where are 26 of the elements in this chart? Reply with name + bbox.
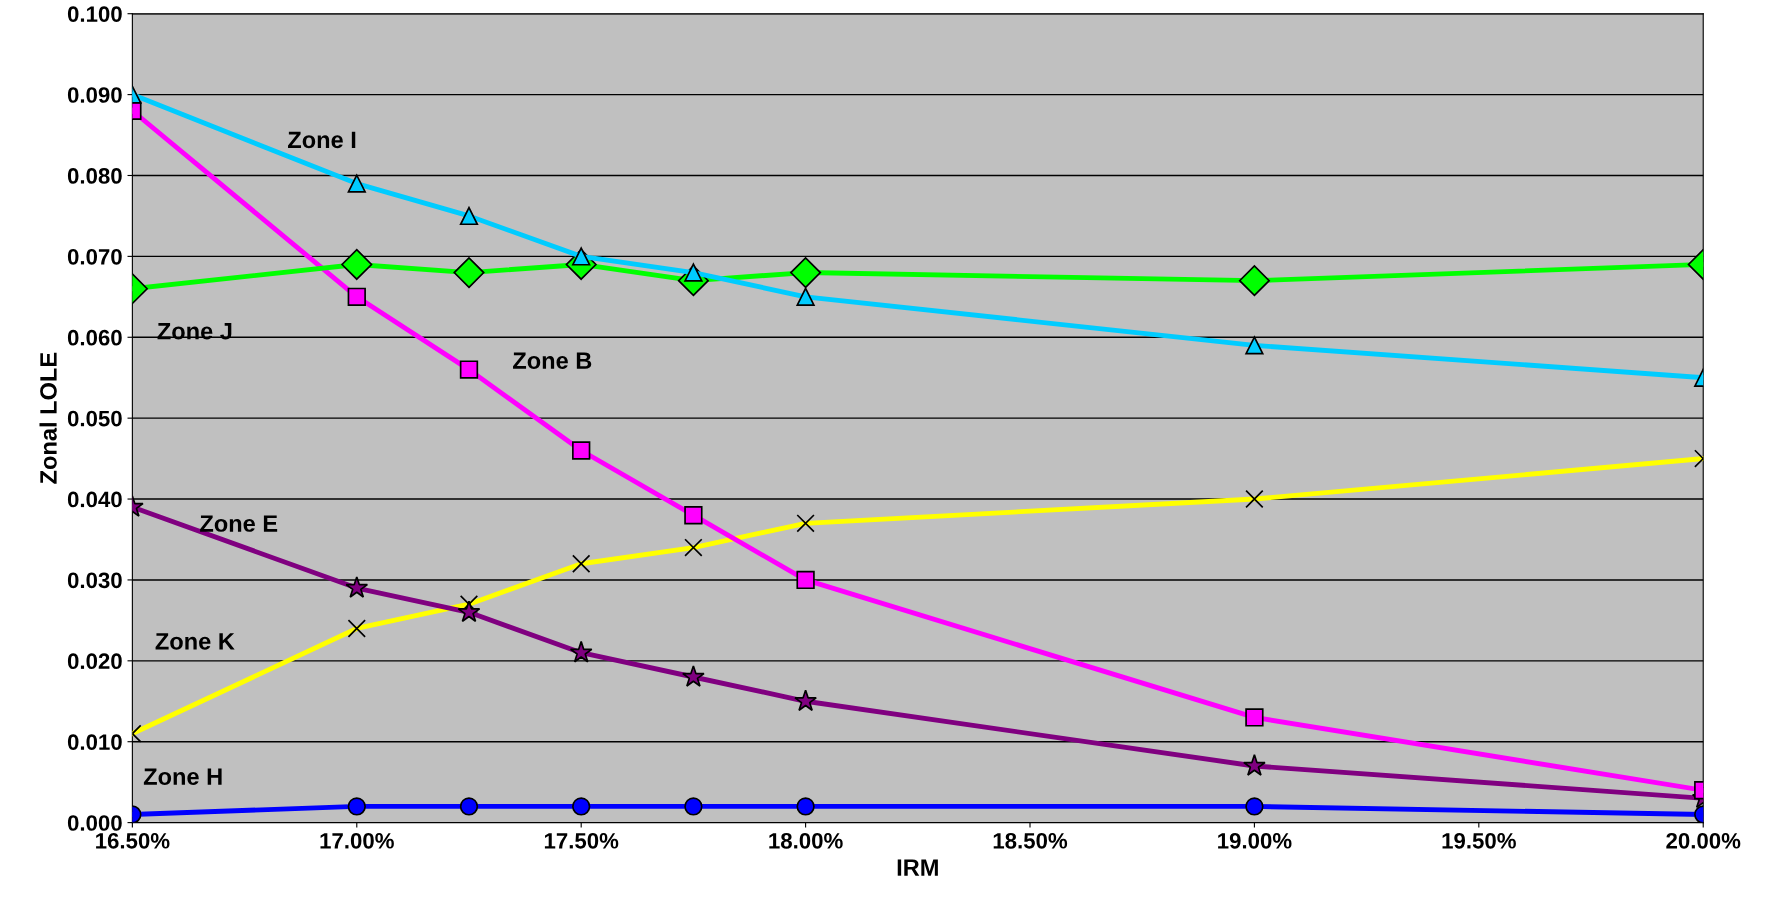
y-tick-label: 0.040 bbox=[67, 491, 122, 508]
series-label: Zone I bbox=[288, 131, 356, 149]
y-tick-label: 0.090 bbox=[67, 87, 122, 103]
series-label: Zone H bbox=[143, 768, 222, 785]
x-axis-title: IRM bbox=[897, 859, 938, 876]
x-tick-label: 18.00% bbox=[769, 832, 843, 849]
y-axis-title: Zonal LOLE bbox=[39, 352, 57, 484]
y-tick-label: 0.030 bbox=[67, 572, 122, 589]
x-tick-label: 16.50% bbox=[96, 832, 170, 849]
series-label: Zone B bbox=[513, 352, 592, 370]
y-tick-label: 0.020 bbox=[67, 653, 122, 670]
series-label: Zone K bbox=[155, 633, 235, 650]
y-tick-label: 0.060 bbox=[67, 329, 122, 346]
x-tick-label: 19.50% bbox=[1442, 832, 1516, 849]
x-tick-label: 17.50% bbox=[544, 832, 619, 849]
y-tick-label: 0.100 bbox=[67, 6, 122, 22]
x-tick-label: 18.50% bbox=[993, 832, 1068, 849]
x-tick-label: 20.00% bbox=[1666, 832, 1741, 849]
y-tick-label: 0.050 bbox=[67, 410, 122, 427]
y-tick-label: 0.000 bbox=[67, 815, 122, 831]
y-tick-label: 0.010 bbox=[67, 734, 122, 750]
y-tick-label: 0.080 bbox=[67, 168, 122, 184]
x-tick-label: 19.00% bbox=[1218, 832, 1292, 849]
y-tick-label: 0.070 bbox=[67, 248, 122, 265]
series-label: Zone E bbox=[200, 515, 278, 532]
x-tick-label: 17.00% bbox=[320, 832, 394, 849]
